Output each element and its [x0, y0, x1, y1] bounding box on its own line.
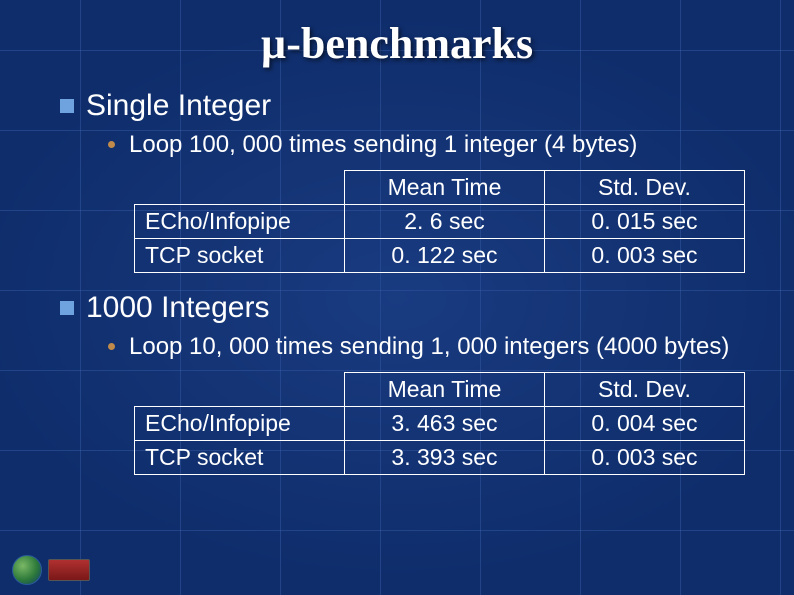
bullet-1000-integers-desc: Loop 10, 000 times sending 1, 000 intege… [108, 331, 744, 362]
slide-title: µ-benchmarks [30, 18, 764, 69]
dot-bullet-icon [108, 141, 115, 148]
table-row: TCP socket 0. 122 sec 0. 003 sec [135, 239, 745, 273]
table-cell-mean: 2. 6 sec [345, 205, 545, 239]
section2-sub: Loop 10, 000 times sending 1, 000 intege… [129, 331, 729, 362]
table-cell-empty [135, 373, 345, 407]
table-row: ECho/Infopipe 3. 463 sec 0. 004 sec [135, 407, 745, 441]
bullet-single-integer: Single Integer [60, 89, 764, 123]
table-cell-std: 0. 015 sec [545, 205, 745, 239]
bullet-1000-integers: 1000 Integers [60, 291, 764, 325]
table-row: Mean Time Std. Dev. [135, 171, 745, 205]
table-header-mean: Mean Time [345, 171, 545, 205]
table-header-std: Std. Dev. [545, 171, 745, 205]
square-bullet-icon [60, 301, 74, 315]
chip-icon [48, 559, 90, 581]
section1-sub: Loop 100, 000 times sending 1 integer (4… [129, 129, 637, 160]
table-row: ECho/Infopipe 2. 6 sec 0. 015 sec [135, 205, 745, 239]
table-cell-empty [135, 171, 345, 205]
table-header-mean: Mean Time [345, 373, 545, 407]
dot-bullet-icon [108, 343, 115, 350]
table-cell-std: 0. 003 sec [545, 441, 745, 475]
table-cell-label: TCP socket [135, 441, 345, 475]
bullet-single-integer-desc: Loop 100, 000 times sending 1 integer (4… [108, 129, 744, 160]
table-cell-std: 0. 003 sec [545, 239, 745, 273]
table-header-std: Std. Dev. [545, 373, 745, 407]
section2-heading: 1000 Integers [86, 291, 269, 325]
table-cell-label: ECho/Infopipe [135, 407, 345, 441]
section1-heading: Single Integer [86, 89, 271, 123]
table-cell-std: 0. 004 sec [545, 407, 745, 441]
table-row: Mean Time Std. Dev. [135, 373, 745, 407]
table-cell-label: ECho/Infopipe [135, 205, 345, 239]
table-cell-label: TCP socket [135, 239, 345, 273]
square-bullet-icon [60, 99, 74, 113]
table-1000-integers: Mean Time Std. Dev. ECho/Infopipe 3. 463… [134, 372, 745, 475]
table-cell-mean: 3. 463 sec [345, 407, 545, 441]
table-single-integer: Mean Time Std. Dev. ECho/Infopipe 2. 6 s… [134, 170, 745, 273]
globe-icon [12, 555, 42, 585]
slide-container: µ-benchmarks Single Integer Loop 100, 00… [0, 0, 794, 475]
table-cell-mean: 3. 393 sec [345, 441, 545, 475]
table-row: TCP socket 3. 393 sec 0. 003 sec [135, 441, 745, 475]
table-cell-mean: 0. 122 sec [345, 239, 545, 273]
footer-icons [12, 555, 90, 585]
